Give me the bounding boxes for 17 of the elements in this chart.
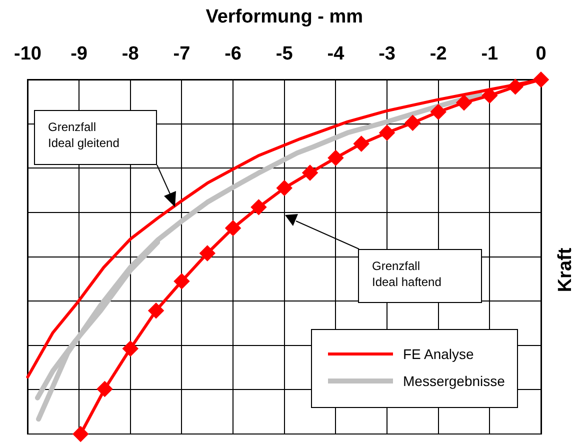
- x-tick-label: -5: [276, 43, 294, 64]
- x-tick-label: -10: [14, 43, 42, 64]
- x-tick-label: 0: [536, 43, 546, 64]
- x-tick-label: -8: [122, 43, 139, 64]
- x-tick-label: -6: [224, 43, 242, 64]
- x-axis-title: Verformung - mm: [206, 6, 364, 28]
- legend-label: Messergebnisse: [403, 373, 506, 389]
- legend-label: FE Analyse: [403, 346, 474, 362]
- x-tick-label: -4: [327, 43, 345, 64]
- x-tick-label: -2: [430, 43, 447, 64]
- x-tick-label: -7: [173, 43, 190, 64]
- x-tick-label: -1: [481, 43, 499, 64]
- x-tick-label: -9: [70, 43, 88, 64]
- text-box: Grenzfall Ideal haftend: [358, 249, 482, 303]
- y-axis-title: Kraft: [555, 247, 573, 292]
- text-box: Grenzfall Ideal gleitend: [34, 110, 157, 165]
- x-tick-label: -3: [378, 43, 396, 64]
